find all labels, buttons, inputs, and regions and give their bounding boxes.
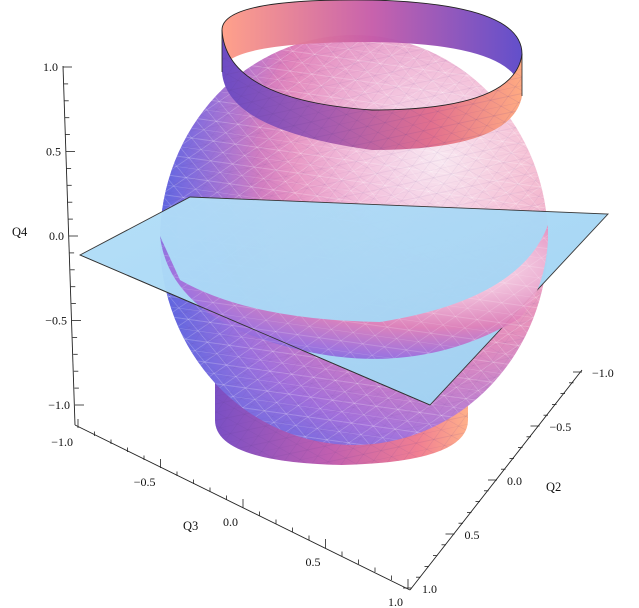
q2-tick-label: 0.5: [465, 528, 480, 542]
q4-tick-label: −1.0: [48, 398, 70, 412]
q4-axis-line: [63, 66, 75, 425]
q3-tick-label: −0.5: [134, 475, 156, 489]
q2-tick-label: −0.5: [550, 420, 572, 434]
q4-tick-label: 0.0: [49, 229, 64, 243]
q4-tick-label: 1.0: [43, 60, 58, 74]
q4-tick-label: 0.5: [46, 145, 61, 159]
q3-axis-title: Q3: [183, 519, 198, 533]
q3-tick-label: 1.0: [388, 595, 403, 608]
q2-axis-title: Q2: [546, 480, 561, 494]
q3-tick-label: 0.0: [223, 515, 238, 529]
q3-tick-label: 0.5: [306, 555, 321, 569]
q4-ticks: 1.0 0.5 0.0 −0.5 −1.0: [43, 60, 84, 412]
q2-tick-label: 0.0: [507, 474, 522, 488]
q2-tick-label: 1.0: [422, 582, 437, 596]
q4-axis-title: Q4: [12, 225, 28, 239]
q4-tick-label: −0.5: [45, 314, 67, 328]
q3-tick-label: −1.0: [51, 435, 73, 449]
q2-tick-label: −1.0: [592, 366, 614, 380]
